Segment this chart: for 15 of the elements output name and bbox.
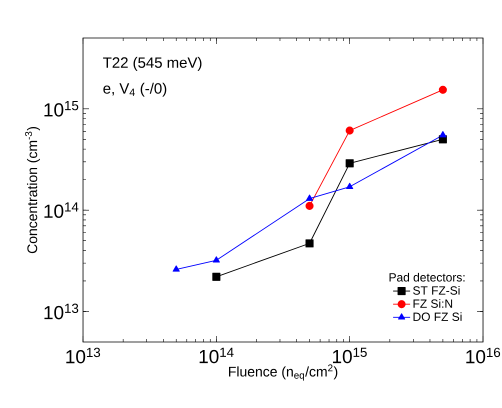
x-tick-label: 10$^{14}$ — [200, 348, 234, 364]
x-tick-label: 10$^{16}$ — [466, 348, 500, 364]
y-axis-title: Concentration (cm$^{-3}$) — [25, 126, 40, 254]
y-tick-label: 10$^{13}$ — [44, 304, 78, 320]
legend-title: Pad detectors: — [390, 272, 465, 282]
legend-label: ST FZ-Si — [413, 286, 460, 295]
annotation: e, V$_{4}$ (-/0) — [103, 82, 166, 97]
legend-label: DO FZ Si — [414, 312, 462, 322]
x-tick-label: 10$^{15}$ — [332, 348, 367, 364]
legend-label: FZ Si:N — [414, 299, 452, 308]
y-tick-label: 10$^{15}$ — [44, 101, 78, 117]
x-tick-label: 10$^{13}$ — [66, 348, 100, 364]
y-tick-label: 10$^{14}$ — [44, 202, 78, 218]
annotation: T22 (545 meV) — [103, 56, 202, 71]
x-axis-title: Fluence (n$_{eq}$/cm$^{2}$) — [229, 364, 338, 381]
